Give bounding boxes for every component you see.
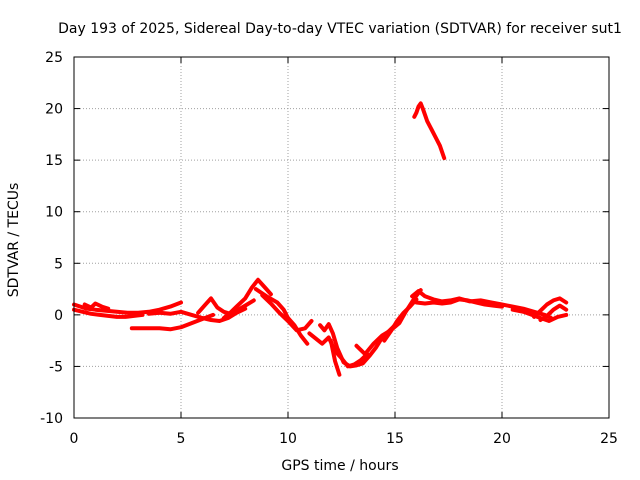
x-tick-label: 25 <box>600 431 618 447</box>
series-line-sat-i <box>260 293 314 333</box>
y-tick-label: 0 <box>54 308 63 324</box>
chart-title: Day 193 of 2025, Sidereal Day-to-day VTE… <box>58 21 622 37</box>
series-line-sat-m <box>354 288 423 357</box>
series-line-sat-l <box>328 338 342 377</box>
series-line-sat-s <box>538 303 569 322</box>
series-line-sat-h <box>253 287 310 346</box>
plot-frame <box>73 56 610 419</box>
series-line-sat-e <box>146 306 248 323</box>
series-line-sat-c <box>82 301 111 311</box>
series-line-sat-b <box>72 307 145 319</box>
y-tick-label: 10 <box>45 205 63 221</box>
y-axis-label: SDTVAR / TECUs <box>6 183 22 298</box>
series-line-sat-a <box>72 300 183 315</box>
y-tick-label: -5 <box>49 359 63 375</box>
grid <box>74 57 609 418</box>
x-tick-label: 5 <box>177 431 186 447</box>
series-line-sat-n <box>382 297 419 343</box>
series-line-sat-f <box>196 296 256 316</box>
y-tick-label: 20 <box>45 102 63 118</box>
x-ticks: 0 5 10 15 20 25 <box>70 57 618 447</box>
x-axis-label: GPS time / hours <box>281 458 398 474</box>
series-group <box>72 101 569 377</box>
y-tick-label: -10 <box>40 411 63 427</box>
y-tick-label: 5 <box>54 256 63 272</box>
series-line-sat-p <box>414 297 504 309</box>
series-line-sat-d <box>129 312 216 332</box>
y-tick-label: 15 <box>45 153 63 169</box>
x-tick-label: 20 <box>493 431 511 447</box>
x-tick-label: 0 <box>70 431 79 447</box>
y-tick-label: 25 <box>45 50 63 66</box>
series-line-sat-g <box>221 277 273 320</box>
y-ticks: -10 -5 0 5 10 15 20 25 <box>40 50 609 427</box>
series-line-sat-r <box>532 296 569 319</box>
series-line-sat-t <box>412 101 447 161</box>
x-tick-label: 10 <box>279 431 297 447</box>
x-tick-label: 15 <box>386 431 404 447</box>
